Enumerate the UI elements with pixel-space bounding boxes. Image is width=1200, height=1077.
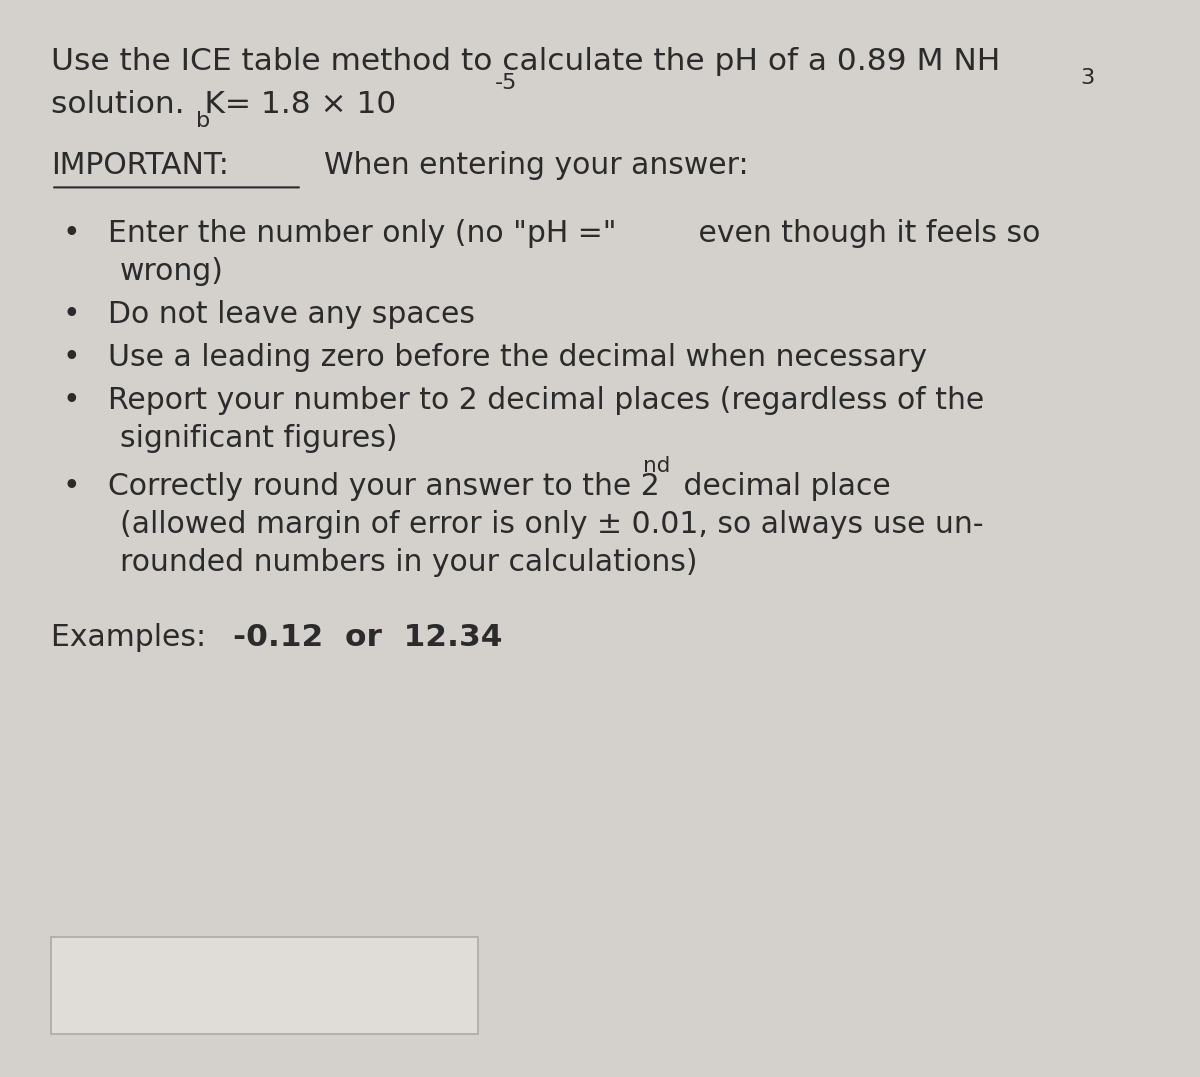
Text: Use the ICE table method to calculate the pH of a 0.89 M NH: Use the ICE table method to calculate th…	[52, 47, 1001, 76]
Text: nd: nd	[643, 456, 671, 476]
Text: Do not leave any spaces: Do not leave any spaces	[108, 300, 475, 330]
Text: •: •	[62, 473, 80, 502]
Text: b: b	[196, 111, 210, 131]
Text: wrong): wrong)	[120, 257, 223, 286]
Text: •: •	[62, 344, 80, 373]
Text: rounded numbers in your calculations): rounded numbers in your calculations)	[120, 548, 697, 577]
Text: solution.  K: solution. K	[52, 90, 226, 120]
Text: •: •	[62, 387, 80, 416]
Text: 3: 3	[1081, 68, 1094, 88]
Text: -0.12  or  12.34: -0.12 or 12.34	[234, 624, 503, 653]
Text: •: •	[62, 300, 80, 330]
Text: Use a leading zero before the decimal when necessary: Use a leading zero before the decimal wh…	[108, 344, 928, 373]
Text: decimal place: decimal place	[674, 473, 890, 502]
FancyBboxPatch shape	[52, 937, 479, 1034]
Text: Enter the number only (no "pH =": Enter the number only (no "pH ="	[108, 220, 617, 249]
Text: Report your number to 2 decimal places (regardless of the: Report your number to 2 decimal places (…	[108, 387, 984, 416]
Text: even though it feels so: even though it feels so	[689, 220, 1040, 249]
Text: When entering your answer:: When entering your answer:	[305, 152, 749, 181]
Text: Correctly round your answer to the 2: Correctly round your answer to the 2	[108, 473, 660, 502]
Text: (allowed margin of error is only ± 0.01, so always use un-: (allowed margin of error is only ± 0.01,…	[120, 510, 983, 540]
Text: significant figures): significant figures)	[120, 424, 397, 453]
Text: = 1.8 × 10: = 1.8 × 10	[215, 90, 396, 120]
Text: Examples:: Examples:	[52, 624, 226, 653]
Text: IMPORTANT:: IMPORTANT:	[52, 152, 229, 181]
Text: •: •	[62, 220, 80, 249]
Text: -5: -5	[496, 73, 517, 94]
